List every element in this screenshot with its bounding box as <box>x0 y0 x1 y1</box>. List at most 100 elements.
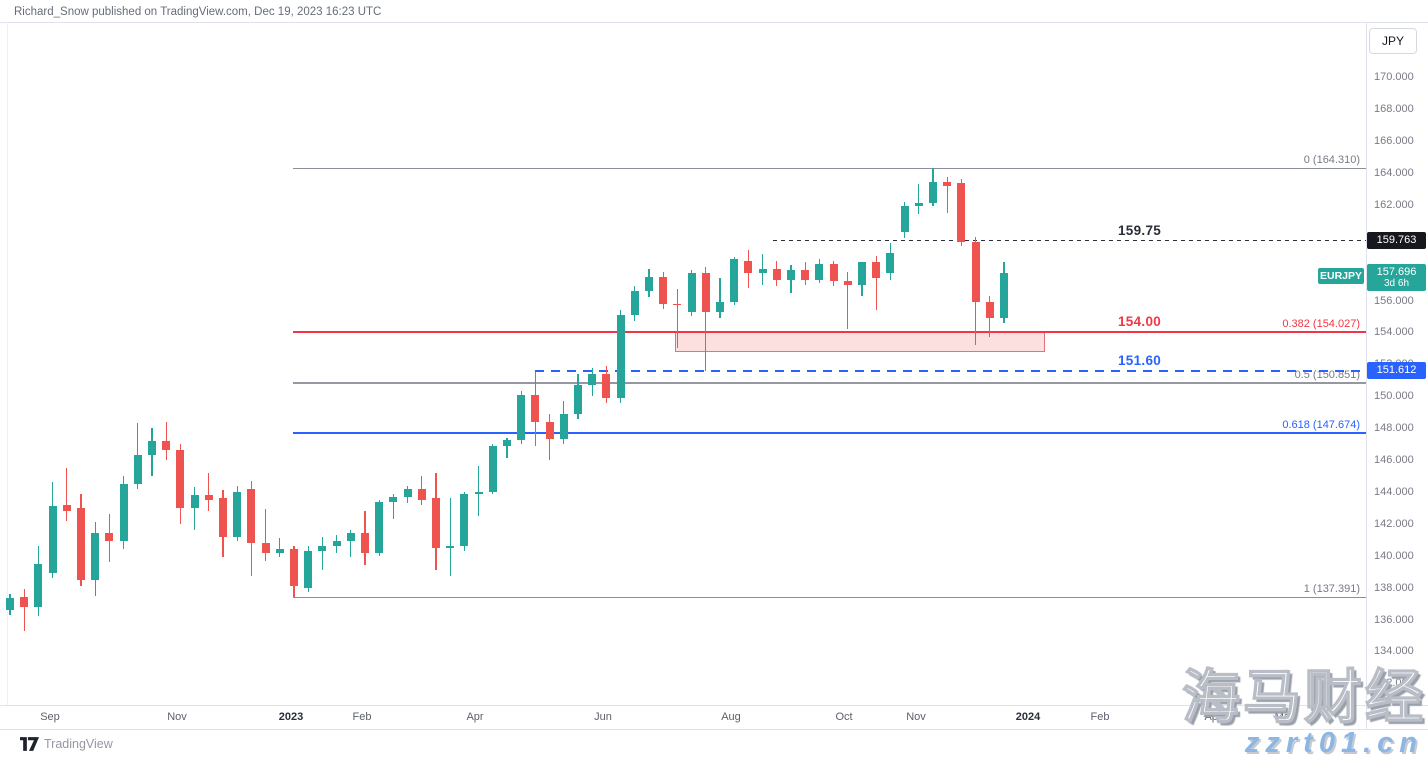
price-axis-label: 164.000 <box>1374 166 1414 179</box>
candle-wick <box>208 472 210 512</box>
candle <box>417 488 426 500</box>
candle-wick <box>23 589 25 631</box>
candle-wick <box>705 267 707 371</box>
candle <box>474 491 483 494</box>
candle <box>318 546 327 551</box>
candle <box>460 493 469 547</box>
candle <box>261 542 270 553</box>
candle <box>119 483 128 542</box>
candle-wick <box>350 530 352 558</box>
candle <box>943 181 952 186</box>
publish-attribution: Richard_Snow published on TradingView.co… <box>14 6 382 18</box>
price-axis-label: 154.000 <box>1374 326 1414 339</box>
candle-wick <box>66 468 68 521</box>
candle <box>247 488 256 543</box>
candle-wick <box>847 271 849 330</box>
fib-0382-label: 0.382 (154.027) <box>1282 318 1360 330</box>
candle-wick <box>719 278 721 319</box>
time-axis-label-nov: Nov <box>167 711 187 723</box>
candle <box>744 260 753 274</box>
current-price-badge: 157.696 3d 6h <box>1367 264 1426 292</box>
price-axis-label: 148.000 <box>1374 422 1414 435</box>
candle-wick <box>193 487 196 531</box>
candle <box>602 373 611 398</box>
candle <box>616 314 625 398</box>
candle <box>105 533 114 542</box>
candle <box>829 263 838 282</box>
price-axis-label: 146.000 <box>1374 454 1414 467</box>
left-border <box>7 22 8 705</box>
candle <box>133 455 142 484</box>
candle-wick <box>279 538 281 558</box>
candle-wick <box>477 466 480 516</box>
time-axis-label-sep: Sep <box>40 711 60 723</box>
candle <box>148 440 156 456</box>
candle <box>716 302 724 312</box>
currency-toggle-button[interactable]: JPY <box>1369 28 1417 54</box>
price-axis-label: 150.000 <box>1374 390 1414 403</box>
price-annotation-154-00: 154.00 <box>1118 314 1162 329</box>
candle <box>403 488 412 497</box>
candle <box>34 563 43 607</box>
candle <box>346 533 355 542</box>
price-axis-label: 138.000 <box>1374 581 1414 594</box>
price-annotation-151-60: 151.60 <box>1118 352 1162 368</box>
price-axis-label: 134.000 <box>1374 645 1414 658</box>
candle <box>20 597 29 607</box>
countdown-timer: 3d 6h <box>1383 278 1410 290</box>
time-axis-label-jun: Jun <box>594 711 612 723</box>
support-15160-line <box>535 369 1366 372</box>
candle <box>91 533 100 580</box>
timeline-bottom-border <box>0 729 1428 730</box>
candle <box>659 276 668 304</box>
watermark-site-name: 海马财经 <box>1181 664 1426 731</box>
candle <box>275 549 284 553</box>
candle <box>432 498 440 548</box>
candle <box>6 598 14 610</box>
candle <box>645 276 653 291</box>
price-axis-label: 170.000 <box>1374 71 1414 84</box>
symbol-label: EURJPY <box>1318 268 1364 284</box>
fib-0618-line <box>293 432 1366 435</box>
candle-wick <box>264 509 267 561</box>
fib-0618-label: 0.618 (147.674) <box>1282 419 1360 432</box>
candle <box>758 268 767 274</box>
candle-wick <box>392 493 395 520</box>
time-axis-label-2024: 2024 <box>1015 711 1041 723</box>
candle <box>304 550 313 588</box>
candle <box>332 541 341 547</box>
price-axis-label: 136.000 <box>1374 613 1414 626</box>
candle <box>872 262 881 279</box>
fib-0-label: 0 (164.310) <box>1303 154 1360 166</box>
candle <box>858 262 866 285</box>
candle <box>233 491 242 537</box>
candle <box>559 413 568 440</box>
candle <box>843 281 852 285</box>
candle <box>815 263 824 280</box>
fib-0382-line <box>293 331 1366 333</box>
candle-wick <box>321 536 324 571</box>
time-axis-label-feb: Feb <box>1090 711 1110 723</box>
candle <box>503 440 511 446</box>
candle <box>914 203 923 207</box>
candle <box>162 440 171 451</box>
candle <box>588 373 597 386</box>
resistance-15975-line <box>773 240 1366 242</box>
candle <box>48 506 57 574</box>
high-level-badge: 159.763 <box>1367 231 1426 249</box>
candle <box>772 268 781 280</box>
price-axis-label: 162.000 <box>1374 198 1414 211</box>
price-axis-border <box>1366 22 1367 729</box>
candle-wick <box>506 437 508 459</box>
time-axis-label-2023: 2023 <box>278 711 304 723</box>
candle <box>361 533 369 553</box>
time-axis-label-nov: Nov <box>906 711 926 723</box>
candle <box>219 498 227 537</box>
price-axis-label: 166.000 <box>1374 135 1414 148</box>
low-level-badge: 151.612 <box>1367 361 1426 379</box>
tradingview-logo[interactable]: TradingView <box>20 737 113 751</box>
timeline-top-border <box>0 705 1428 706</box>
candle <box>446 546 455 548</box>
candle <box>673 303 682 306</box>
